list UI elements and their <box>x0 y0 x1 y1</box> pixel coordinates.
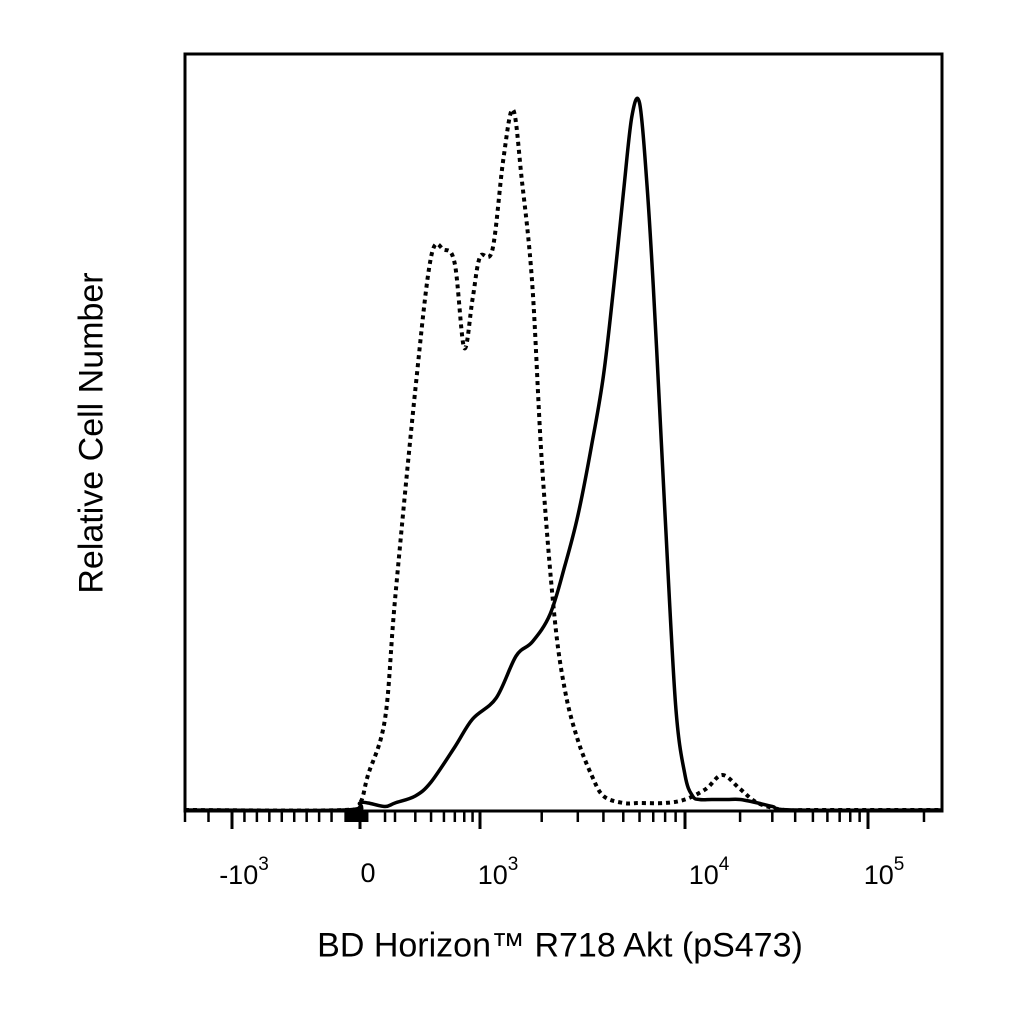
x-axis-ticks <box>183 811 926 829</box>
x-tick-label: 103 <box>477 854 519 890</box>
x-tick-label: 105 <box>863 854 905 890</box>
x-axis-label: BD Horizon™ R718 Akt (pS473) <box>317 926 803 965</box>
x-tick-label: 104 <box>688 854 730 890</box>
x-tick-label: -103 <box>219 854 269 890</box>
series-group <box>184 96 943 813</box>
plot-frame <box>183 52 944 813</box>
x-tick-label: 0 <box>360 858 376 888</box>
series-line-solid <box>184 96 943 813</box>
y-axis-label: Relative Cell Number <box>72 272 111 594</box>
series-line-dotted <box>184 107 942 813</box>
